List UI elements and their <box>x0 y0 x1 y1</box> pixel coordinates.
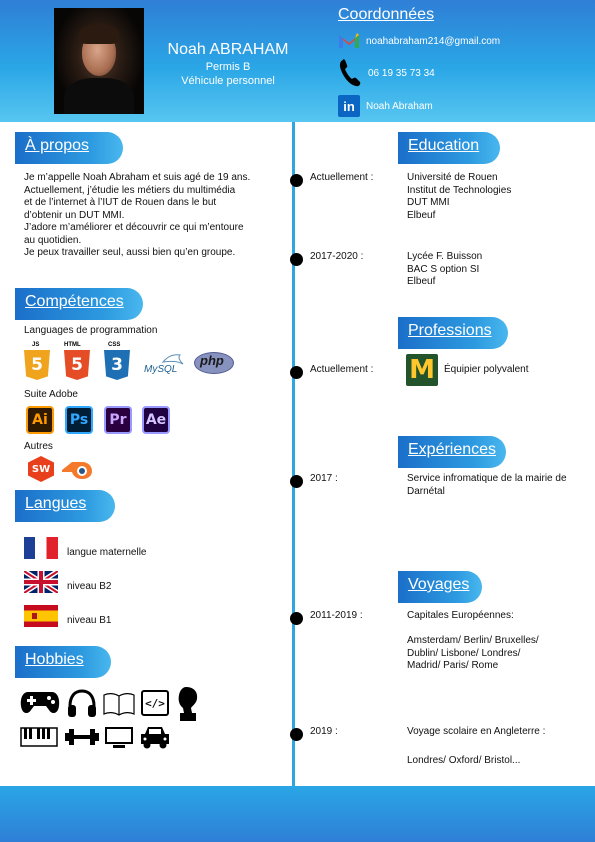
spain-flag-icon <box>24 605 58 627</box>
france-flag-icon <box>24 537 58 559</box>
section-experiences-title: Expériences <box>398 436 506 468</box>
section-skills-title: Compétences <box>15 288 143 320</box>
section-languages-title: Langues <box>15 490 115 522</box>
contact-title: Coordonnées <box>338 6 435 23</box>
after-effects-icon: Ae <box>142 406 170 434</box>
vehicle-text: Véhicule personnel <box>181 75 275 87</box>
php-label: php <box>200 353 224 368</box>
mysql-icon: MySQL <box>144 364 178 375</box>
gamepad-icon <box>20 692 60 714</box>
timeline-dot <box>290 612 303 625</box>
email-row[interactable]: noahabraham214@gmail.com <box>338 30 500 52</box>
section-about-title: À propos <box>15 132 123 164</box>
section-professions-title: Professions <box>398 317 508 349</box>
linkedin-text: Noah Abraham <box>366 100 433 112</box>
timeline-dot <box>290 366 303 379</box>
premiere-icon: Pr <box>104 406 132 434</box>
section-hobbies-title: Hobbies <box>15 646 111 678</box>
profession-date: Actuellement : <box>310 364 374 375</box>
mcdonalds-logo-icon: M <box>406 354 438 386</box>
photoshop-icon: Ps <box>65 406 93 434</box>
mysql-dolphin-icon <box>162 354 184 365</box>
experience-entry: Service infromatique de la mairie de Dar… <box>407 473 567 497</box>
bust-icon <box>178 687 198 721</box>
car-icon <box>141 727 169 749</box>
footer-banner <box>0 786 595 842</box>
phone-text: 06 19 35 73 34 <box>368 67 435 79</box>
headphones-icon <box>68 689 96 717</box>
education-entry: Université de Rouen Institut de Technolo… <box>407 172 512 221</box>
timeline-line <box>292 122 295 786</box>
travel-date: 2011-2019 : <box>310 610 363 621</box>
about-text: Je m’appelle Noah Abraham et suis agé de… <box>24 172 251 258</box>
javascript-icon: 5 <box>24 350 50 380</box>
timeline-dot <box>290 475 303 488</box>
phone-icon <box>338 58 362 88</box>
education-date: 2017-2020 : <box>310 251 364 262</box>
travel-entry: Voyage scolaire en Angleterre : Londres/… <box>407 726 546 766</box>
french-level: langue maternelle <box>67 547 147 558</box>
education-date: Actuellement : <box>310 172 374 183</box>
illustrator-icon: Ai <box>26 406 54 434</box>
person-name: Noah ABRAHAM <box>167 41 289 58</box>
piano-icon <box>20 727 58 747</box>
timeline-dot <box>290 253 303 266</box>
adobe-label: Suite Adobe <box>24 389 78 400</box>
html5-icon: 5 <box>64 350 90 380</box>
dumbbell-icon <box>65 729 99 745</box>
license-text: Permis B <box>205 61 251 73</box>
programming-label: Languages de programmation <box>24 325 158 336</box>
phone-row[interactable]: 06 19 35 73 34 <box>338 58 435 88</box>
profession-role: Équipier polyvalent <box>444 364 529 375</box>
others-label: Autres <box>24 441 53 452</box>
sweet-home-icon: SW <box>28 456 54 482</box>
travel-date: 2019 : <box>310 726 338 737</box>
uk-flag-icon <box>24 571 58 593</box>
linkedin-row[interactable]: in Noah Abraham <box>338 95 433 117</box>
section-travels-title: Voyages <box>398 571 482 603</box>
travel-entry: Capitales Européennes: Amsterdam/ Berlin… <box>407 610 539 671</box>
linkedin-icon: in <box>338 95 360 117</box>
email-text: noahabraham214@gmail.com <box>366 35 501 47</box>
php-icon <box>194 352 234 374</box>
monitor-icon <box>105 727 133 748</box>
header-banner: Noah ABRAHAM Permis B Véhicule personnel… <box>0 0 595 122</box>
identity-block: Noah ABRAHAM Permis B Véhicule personnel <box>148 40 308 88</box>
profile-photo <box>54 8 144 114</box>
spanish-level: niveau B1 <box>67 615 112 626</box>
code-icon: </> <box>141 690 169 716</box>
gmail-icon <box>338 30 360 52</box>
education-entry: Lycée F. Buisson BAC S option SI Elbeuf <box>407 251 483 287</box>
blender-icon <box>62 462 92 479</box>
timeline-dot <box>290 174 303 187</box>
book-icon <box>103 693 135 716</box>
css3-icon: 3 <box>104 350 130 380</box>
section-education-title: Education <box>398 132 500 164</box>
experience-date: 2017 : <box>310 473 338 484</box>
english-level: niveau B2 <box>67 581 112 592</box>
timeline-dot <box>290 728 303 741</box>
